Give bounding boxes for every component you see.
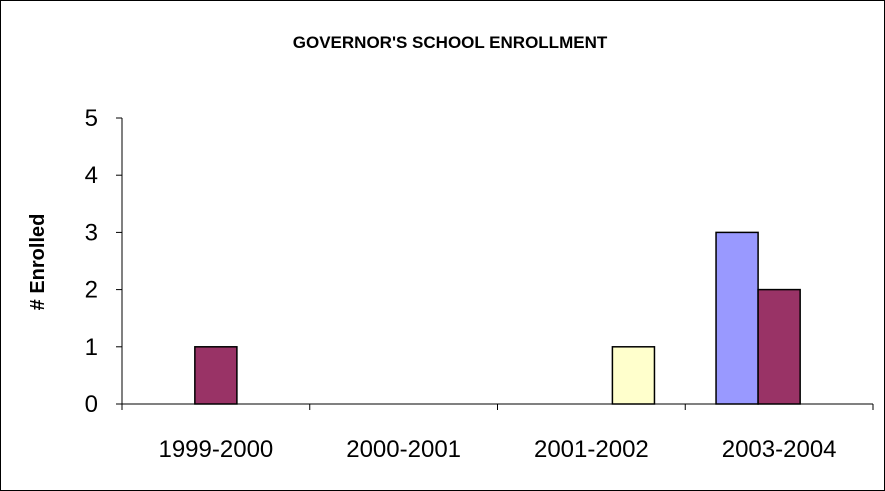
bar — [715, 231, 759, 405]
y-tick-label: 0 — [85, 391, 98, 418]
bar — [611, 346, 656, 405]
x-tick-label: 2000-2001 — [346, 436, 461, 463]
y-tick-label: 3 — [85, 219, 98, 246]
x-tick-label: 2003-2004 — [722, 436, 837, 463]
bar — [194, 346, 238, 405]
chart-title: GOVERNOR'S SCHOOL ENROLLMENT — [293, 33, 608, 52]
y-tick-label: 5 — [85, 105, 98, 132]
x-tick-label: 2001-2002 — [534, 436, 649, 463]
y-tick-label: 1 — [85, 334, 98, 361]
y-tick-label: 2 — [85, 277, 98, 304]
y-tick-label: 4 — [85, 162, 98, 189]
y-axis-label: # Enrolled — [27, 214, 49, 311]
bar — [757, 288, 801, 405]
x-tick-label: 1999-2000 — [158, 436, 273, 463]
